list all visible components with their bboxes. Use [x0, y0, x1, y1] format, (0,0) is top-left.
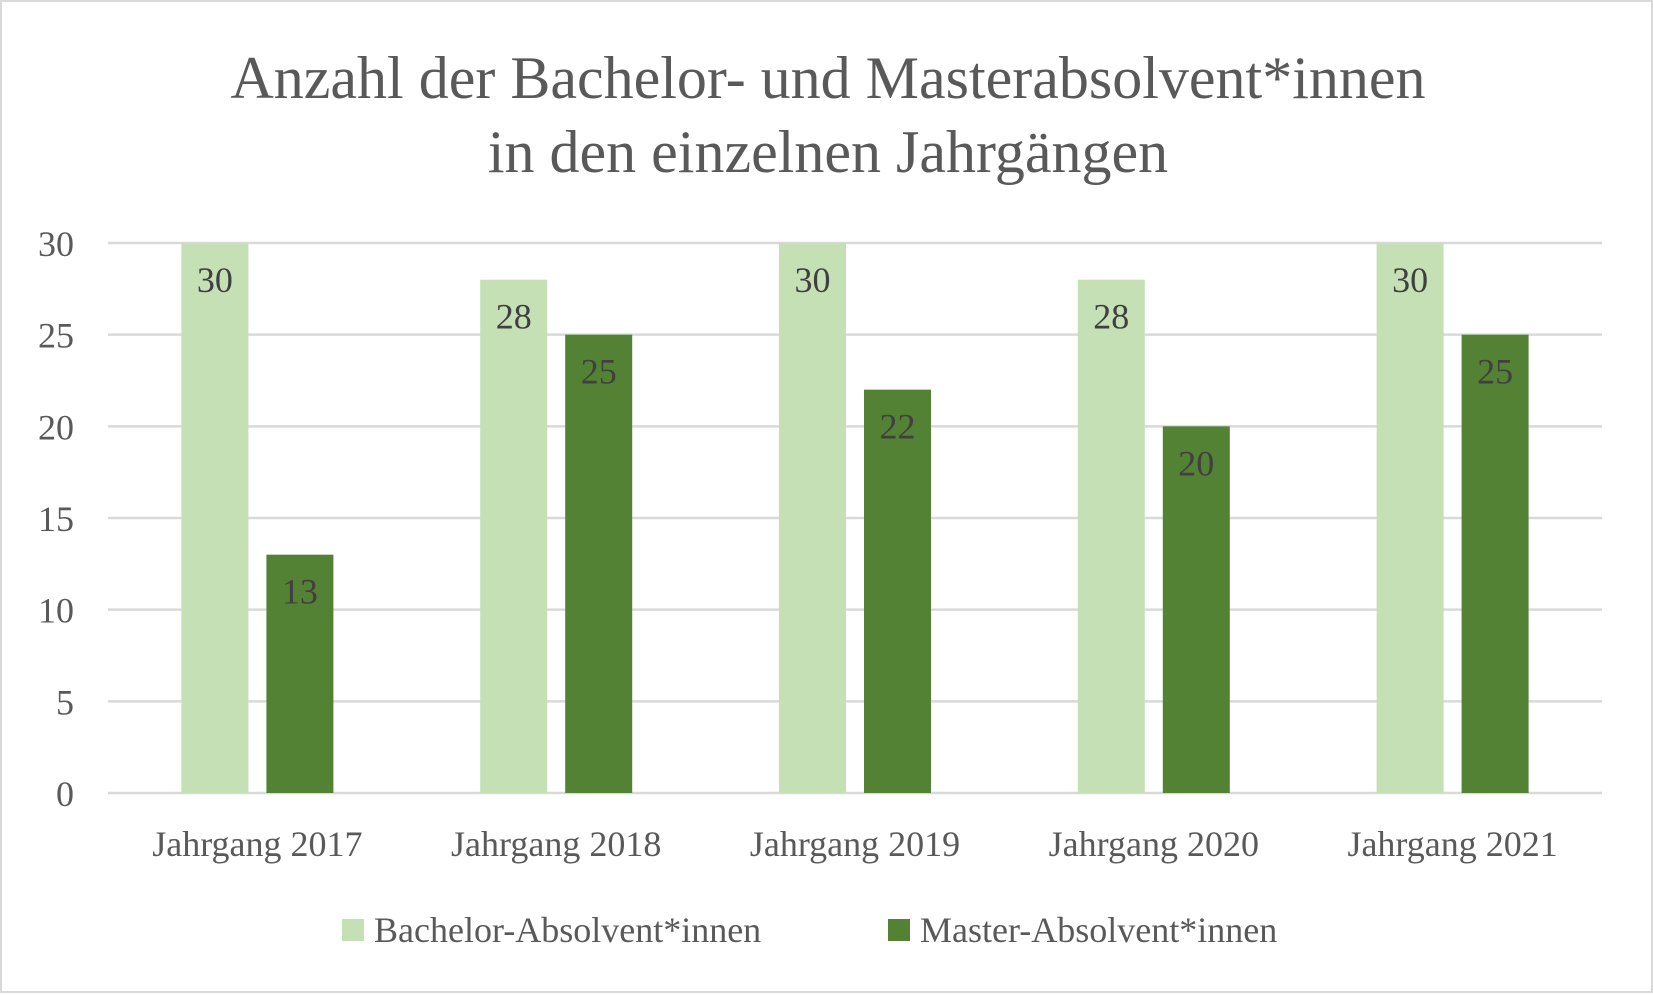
- bars: [181, 243, 1529, 794]
- legend: Bachelor-Absolvent*innen Master-Absolvent…: [342, 910, 1277, 950]
- y-tick-label-30: 30: [38, 224, 74, 264]
- bar-jahrgang-2021-bachelor-absolvent-innen: [1376, 243, 1444, 793]
- data-label-jahrgang-2018-bachelor-absolvent-innen: 28: [496, 297, 532, 337]
- y-axis: 0 5 10 15 20 25 30: [38, 224, 74, 814]
- data-label-jahrgang-2018-master-absolvent-innen: 25: [581, 352, 617, 392]
- legend-label-master-absolvent-innen: Master-Absolvent*innen: [920, 910, 1277, 950]
- chart-title-line-2: in den einzelnen Jahrgängen: [488, 119, 1168, 185]
- y-tick-label-20: 20: [38, 407, 74, 447]
- x-tick-label-jahrgang-2019: Jahrgang 2019: [750, 824, 960, 864]
- data-label-jahrgang-2020-bachelor-absolvent-innen: 28: [1093, 297, 1129, 337]
- bar-jahrgang-2019-bachelor-absolvent-innen: [779, 243, 846, 793]
- bar-jahrgang-2021-master-absolvent-innen: [1461, 334, 1529, 793]
- gridlines: [108, 241, 1602, 795]
- data-label-jahrgang-2019-bachelor-absolvent-innen: 30: [795, 260, 831, 300]
- x-tick-label-jahrgang-2020: Jahrgang 2020: [1049, 824, 1259, 864]
- data-label-jahrgang-2019-master-absolvent-innen: 22: [880, 407, 916, 447]
- legend-swatch-master-absolvent-innen: [888, 919, 910, 941]
- bar-jahrgang-2018-master-absolvent-innen: [565, 334, 633, 793]
- data-labels: 30 13 28 25 30 22 28 20 30 25: [197, 260, 1513, 612]
- bar-jahrgang-2019-master-absolvent-innen: [864, 389, 931, 793]
- x-tick-label-jahrgang-2021: Jahrgang 2021: [1347, 824, 1557, 864]
- bar-jahrgang-2017-bachelor-absolvent-innen: [181, 243, 249, 793]
- y-tick-label-5: 5: [56, 682, 74, 722]
- y-tick-label-15: 15: [38, 499, 74, 539]
- chart-title-line-1: Anzahl der Bachelor- und Masterabsolvent…: [230, 45, 1425, 111]
- y-tick-label-0: 0: [56, 774, 74, 814]
- x-tick-label-jahrgang-2017: Jahrgang 2017: [152, 824, 362, 864]
- y-tick-label-10: 10: [38, 591, 74, 631]
- data-label-jahrgang-2021-bachelor-absolvent-innen: 30: [1392, 260, 1428, 300]
- data-label-jahrgang-2017-master-absolvent-innen: 13: [282, 572, 318, 612]
- bar-jahrgang-2020-bachelor-absolvent-innen: [1077, 279, 1145, 794]
- bar-jahrgang-2020-master-absolvent-innen: [1162, 426, 1230, 793]
- x-axis: Jahrgang 2017 Jahrgang 2018 Jahrgang 2019 J…: [152, 824, 1558, 864]
- legend-label-bachelor-absolvent-innen: Bachelor-Absolvent*innen: [374, 910, 761, 950]
- data-label-jahrgang-2020-master-absolvent-innen: 20: [1178, 443, 1214, 483]
- data-label-jahrgang-2021-master-absolvent-innen: 25: [1477, 352, 1513, 392]
- legend-swatch-bachelor-absolvent-innen: [342, 919, 364, 941]
- x-tick-label-jahrgang-2018: Jahrgang 2018: [451, 824, 661, 864]
- data-label-jahrgang-2017-bachelor-absolvent-innen: 30: [197, 260, 233, 300]
- bar-jahrgang-2018-bachelor-absolvent-innen: [480, 279, 548, 794]
- bar-jahrgang-2017-master-absolvent-innen: [266, 554, 334, 793]
- y-tick-label-25: 25: [38, 316, 74, 356]
